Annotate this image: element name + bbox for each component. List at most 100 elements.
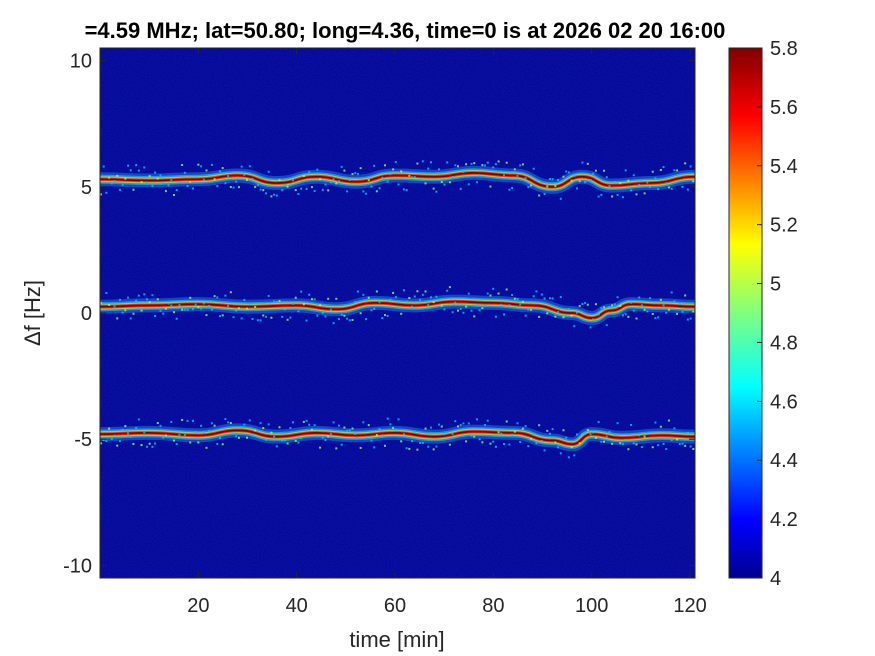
trace-speckle: [189, 180, 192, 183]
trace-speckle: [489, 185, 492, 188]
trace-speckle: [305, 319, 308, 322]
trace-speckle: [116, 444, 119, 447]
trace-speckle: [324, 315, 327, 318]
trace-speckle: [297, 310, 300, 313]
trace-speckle: [611, 304, 614, 307]
trace-speckle: [627, 179, 630, 182]
trace-speckle: [216, 296, 219, 299]
trace-speckle: [594, 169, 597, 172]
y-tick-label: 0: [81, 303, 92, 325]
signal-trace-3: [100, 417, 695, 459]
trace-speckle: [200, 424, 203, 427]
trace-speckle: [411, 176, 414, 179]
trace-speckle: [243, 173, 246, 176]
trace-speckle: [202, 178, 205, 181]
trace-speckle: [319, 304, 322, 307]
trace-speckle: [678, 175, 681, 178]
trace-speckle: [454, 301, 457, 304]
trace-speckle: [383, 314, 386, 317]
trace-speckle: [473, 315, 476, 318]
trace-speckle: [649, 186, 652, 189]
trace-speckle: [416, 290, 419, 293]
trace-speckle: [521, 427, 524, 430]
trace-speckle: [486, 161, 489, 164]
trace-speckle: [100, 442, 102, 445]
trace-speckle: [143, 166, 146, 169]
trace-speckle: [110, 302, 113, 305]
trace-speckle: [392, 427, 395, 430]
trace-speckle: [600, 307, 603, 310]
trace-speckle: [121, 183, 124, 186]
trace-speckle: [578, 180, 581, 183]
trace-speckle: [581, 432, 584, 435]
trace-speckle: [640, 446, 643, 449]
trace-speckle: [381, 435, 384, 438]
trace-speckle: [264, 438, 267, 441]
trace-speckle: [535, 290, 538, 293]
trace-speckle: [151, 445, 154, 448]
trace-speckle: [548, 432, 551, 435]
trace-speckle: [310, 186, 313, 189]
trace-speckle: [654, 317, 657, 320]
trace-speckle: [129, 317, 132, 320]
trace-speckle: [684, 162, 687, 165]
trace-speckle: [367, 296, 370, 299]
trace-speckle: [154, 315, 157, 318]
trace-speckle: [370, 185, 373, 188]
trace-speckle: [132, 312, 135, 315]
trace-speckle: [348, 319, 351, 322]
trace-speckle: [630, 189, 633, 192]
trace-layer-4: [100, 429, 695, 446]
trace-speckle: [459, 307, 462, 310]
trace-speckle: [467, 422, 470, 425]
trace-speckle: [227, 175, 230, 178]
trace-speckle: [262, 427, 265, 430]
trace-speckle: [451, 176, 454, 179]
trace-speckle: [240, 165, 243, 168]
trace-speckle: [329, 433, 332, 436]
trace-speckle: [481, 307, 484, 310]
trace-speckle: [665, 448, 668, 451]
trace-speckle: [194, 303, 197, 306]
colorbar-tick-label: 4.6: [770, 391, 798, 413]
trace-speckle: [329, 181, 332, 184]
trace-speckle: [676, 312, 679, 315]
trace-speckle: [116, 174, 119, 177]
trace-speckle: [692, 310, 695, 313]
trace-speckle: [584, 432, 587, 435]
trace-speckle: [232, 186, 235, 189]
trace-speckle: [651, 313, 654, 315]
trace-speckle: [432, 301, 435, 304]
trace-speckle: [392, 291, 395, 294]
trace-speckle: [419, 298, 422, 301]
trace-speckle: [110, 182, 113, 185]
trace-speckle: [200, 165, 203, 168]
trace-speckle: [219, 170, 221, 173]
chart-title: =4.59 MHz; lat=50.80; long=4.36, time=0 …: [85, 18, 726, 43]
trace-speckle: [457, 165, 459, 168]
trace-speckle: [229, 186, 232, 189]
trace-speckle: [411, 440, 414, 443]
trace-speckle: [497, 292, 500, 295]
trace-speckle: [519, 441, 522, 444]
trace-speckle: [570, 179, 573, 182]
trace-speckle: [151, 294, 154, 297]
trace-speckle: [432, 187, 435, 190]
trace-speckle: [611, 195, 614, 198]
trace-speckle: [638, 434, 641, 437]
trace-speckle: [132, 443, 135, 446]
trace-speckle: [224, 418, 227, 421]
trace-speckle: [684, 444, 687, 447]
trace-speckle: [351, 173, 354, 176]
trace-speckle: [229, 291, 232, 294]
trace-speckle: [516, 174, 519, 177]
trace-speckle: [137, 418, 140, 421]
trace-speckle: [448, 286, 451, 289]
trace-speckle: [502, 442, 505, 445]
trace-speckle: [362, 293, 365, 296]
trace-speckle: [270, 431, 273, 434]
trace-speckle: [102, 165, 105, 168]
trace-speckle: [635, 317, 638, 320]
trace-speckle: [524, 177, 527, 180]
trace-speckle: [332, 421, 335, 424]
